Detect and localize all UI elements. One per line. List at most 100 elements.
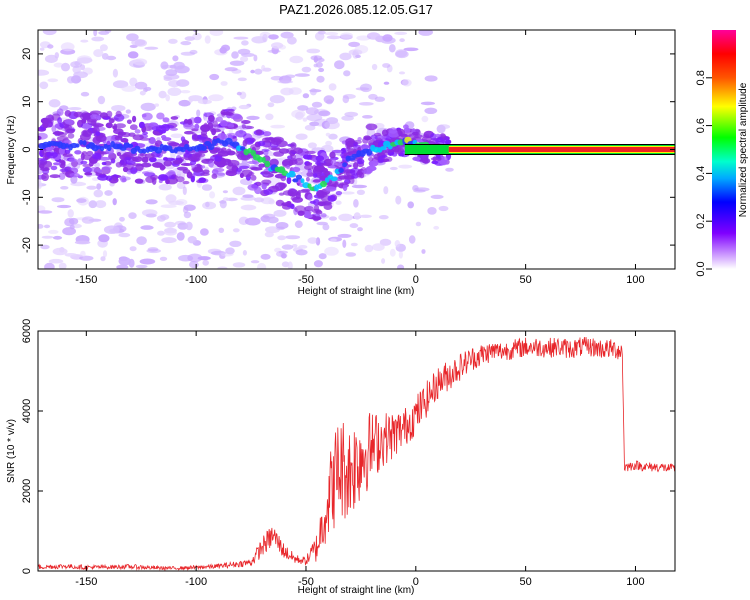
band-blob	[169, 127, 178, 131]
noise-blob	[80, 39, 89, 43]
noise-blob	[281, 244, 294, 250]
noise-blob	[164, 221, 176, 228]
noise-blob	[394, 240, 401, 248]
band-blob	[108, 118, 115, 124]
band-blob	[368, 139, 377, 147]
noise-blob	[91, 177, 99, 182]
band-blob	[241, 120, 251, 124]
band-blob	[115, 110, 122, 117]
noise-blob	[329, 216, 337, 221]
band-blob	[366, 165, 377, 172]
noise-blob	[236, 91, 242, 96]
band-blob	[313, 216, 322, 221]
band-blob	[440, 156, 448, 164]
noise-blob	[309, 121, 320, 127]
band-blob	[58, 172, 66, 180]
band-blob	[320, 213, 327, 218]
noise-blob	[154, 103, 159, 107]
noise-blob	[182, 186, 187, 195]
band-blob	[101, 166, 113, 171]
noise-blob	[351, 184, 367, 189]
noise-blob	[421, 249, 426, 254]
noise-blob	[402, 79, 412, 87]
band-blob	[381, 129, 389, 137]
band-blob	[443, 136, 450, 145]
band-blob	[293, 147, 303, 154]
noise-blob	[297, 105, 309, 111]
noise-blob	[260, 253, 271, 260]
snr-ytick-label: 0	[21, 568, 33, 574]
noise-blob	[302, 93, 310, 99]
noise-blob	[287, 261, 293, 269]
noise-blob	[93, 49, 104, 58]
ridge-blob	[240, 146, 246, 151]
band-blob	[231, 137, 238, 143]
band-blob	[301, 188, 311, 193]
spectrogram-ytick-label: -10	[21, 189, 33, 205]
noise-blob	[56, 204, 72, 209]
band-blob	[145, 176, 155, 184]
noise-blob	[70, 61, 82, 68]
noise-blob	[240, 56, 249, 62]
noise-blob	[288, 87, 302, 95]
band-blob	[348, 177, 355, 185]
noise-blob	[355, 87, 370, 91]
ridge-blob	[342, 162, 348, 168]
band-blob	[261, 137, 273, 143]
noise-blob	[172, 55, 179, 62]
band-blob	[184, 118, 188, 124]
spectrogram-xlabel: Height of straight line (km)	[298, 286, 415, 297]
noise-blob	[76, 78, 82, 82]
band-blob	[327, 195, 336, 202]
band-blob	[151, 126, 162, 132]
noise-blob	[42, 30, 57, 36]
snr-xtick-label: 50	[520, 576, 532, 588]
band-blob	[208, 115, 215, 122]
band-blob	[183, 152, 193, 158]
band-blob	[161, 135, 167, 139]
band-blob	[193, 116, 202, 124]
noise-blob	[262, 33, 268, 43]
noise-blob	[144, 86, 152, 91]
band-blob	[43, 160, 53, 168]
noise-blob	[219, 200, 227, 204]
spectrogram-xtick-label: -50	[298, 274, 314, 286]
noise-blob	[379, 238, 392, 246]
noise-blob	[43, 224, 51, 229]
noise-blob	[238, 104, 250, 110]
band-blob	[168, 175, 176, 180]
noise-blob	[129, 77, 138, 87]
band-blob	[312, 179, 321, 183]
noise-blob	[241, 159, 248, 166]
snr-frame	[37, 330, 676, 572]
snr-xtick-label: 100	[626, 576, 644, 588]
band-blob	[435, 133, 441, 138]
band-blob	[115, 123, 126, 129]
ridge-blob	[142, 148, 147, 154]
noise-blob	[161, 237, 177, 244]
band-blob	[286, 176, 292, 185]
band-blob	[63, 124, 73, 130]
band-blob	[53, 162, 62, 166]
noise-blob	[240, 204, 257, 211]
noise-blob	[52, 247, 68, 256]
noise-blob	[383, 186, 389, 195]
band-blob	[195, 152, 206, 158]
noise-blob	[158, 183, 172, 191]
band-blob	[69, 172, 80, 178]
snr-series-line	[38, 337, 675, 571]
ridge-blob	[103, 143, 108, 149]
noise-blob	[187, 236, 197, 244]
noise-blob	[340, 32, 353, 39]
band-blob	[183, 123, 195, 130]
noise-blob	[64, 218, 75, 227]
band-blob	[162, 117, 170, 123]
noise-blob	[176, 232, 185, 241]
band-blob	[82, 130, 88, 136]
noise-blob	[246, 115, 260, 120]
noise-blob	[337, 233, 352, 238]
band-blob	[306, 171, 314, 177]
band-blob	[191, 167, 203, 172]
noise-blob	[295, 171, 303, 175]
noise-blob	[188, 98, 193, 103]
